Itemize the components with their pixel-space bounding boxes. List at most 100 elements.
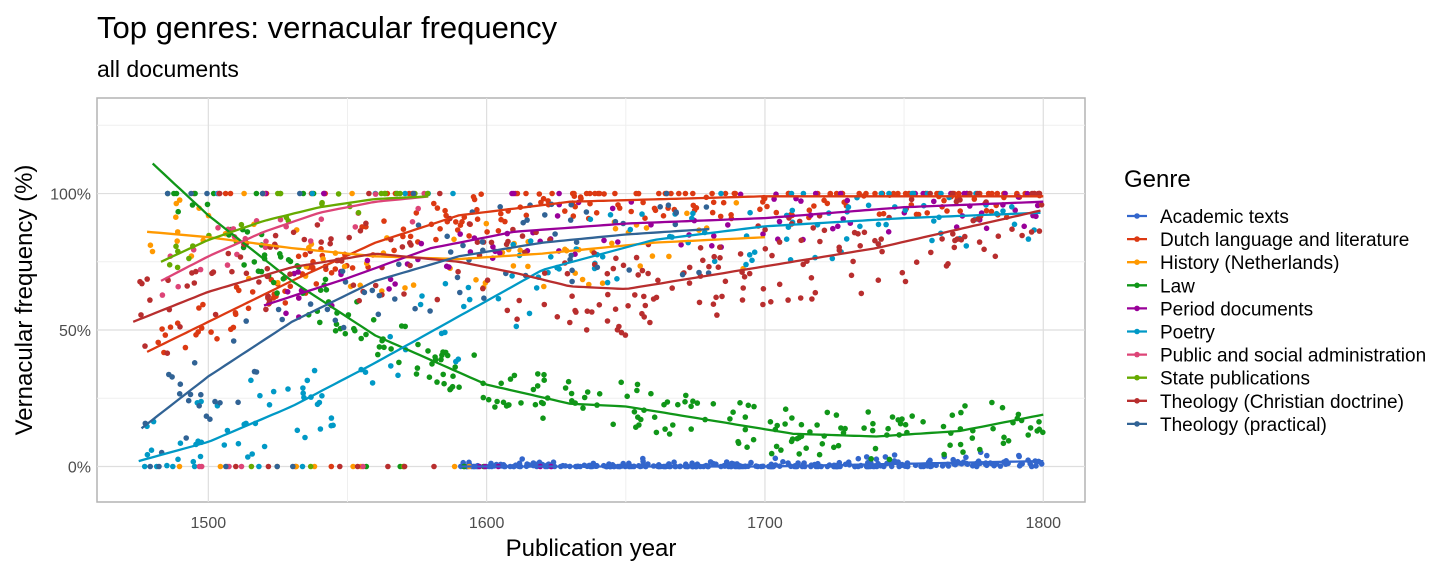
data-point bbox=[596, 302, 603, 308]
data-point bbox=[975, 216, 981, 222]
data-point bbox=[904, 463, 911, 470]
data-point bbox=[742, 426, 749, 433]
data-point bbox=[625, 303, 631, 309]
data-point bbox=[737, 251, 744, 257]
data-point bbox=[540, 400, 546, 407]
data-point bbox=[388, 363, 394, 369]
data-point bbox=[175, 456, 181, 463]
legend-item: Academic texts bbox=[1127, 207, 1289, 228]
data-point bbox=[264, 265, 271, 272]
data-point bbox=[971, 196, 978, 202]
trend-line bbox=[146, 230, 765, 261]
data-point bbox=[318, 239, 325, 245]
data-point bbox=[586, 281, 592, 288]
data-point bbox=[516, 460, 523, 467]
data-point bbox=[335, 191, 342, 197]
data-point bbox=[538, 199, 544, 206]
data-point bbox=[580, 405, 586, 411]
data-point bbox=[618, 379, 624, 386]
data-point bbox=[167, 324, 174, 331]
data-point bbox=[397, 190, 403, 197]
data-point bbox=[955, 190, 962, 197]
data-point bbox=[274, 463, 281, 470]
data-point bbox=[241, 190, 247, 197]
data-point bbox=[653, 429, 660, 436]
data-point bbox=[975, 190, 981, 197]
data-point bbox=[910, 190, 917, 197]
data-point bbox=[221, 442, 228, 448]
data-point bbox=[148, 447, 155, 454]
data-point bbox=[719, 293, 725, 300]
data-point bbox=[762, 226, 768, 233]
data-point bbox=[768, 299, 774, 305]
data-point bbox=[478, 191, 485, 197]
data-point bbox=[878, 190, 885, 197]
data-point bbox=[976, 239, 983, 245]
data-point bbox=[612, 225, 619, 232]
data-point bbox=[457, 289, 463, 296]
data-point bbox=[806, 207, 813, 213]
data-point bbox=[902, 207, 909, 213]
data-point bbox=[730, 409, 736, 416]
data-point bbox=[396, 261, 402, 268]
data-point bbox=[824, 409, 831, 416]
data-point bbox=[593, 210, 600, 216]
data-point bbox=[797, 295, 804, 301]
data-point bbox=[339, 268, 346, 275]
data-point bbox=[1021, 223, 1027, 230]
data-point bbox=[682, 190, 689, 197]
data-point bbox=[567, 319, 573, 326]
legend-key-point bbox=[1134, 305, 1140, 312]
data-point bbox=[438, 356, 444, 363]
data-point bbox=[709, 243, 715, 249]
data-point bbox=[164, 190, 171, 197]
data-point bbox=[191, 360, 198, 366]
data-point bbox=[776, 239, 783, 245]
data-point bbox=[1009, 226, 1015, 232]
data-point bbox=[1029, 190, 1035, 197]
data-point bbox=[272, 232, 279, 239]
data-point bbox=[375, 311, 382, 318]
data-point bbox=[177, 440, 184, 447]
data-point bbox=[257, 392, 263, 399]
data-point bbox=[190, 458, 197, 465]
data-point bbox=[346, 234, 353, 241]
legend-item: Dutch language and literature bbox=[1127, 230, 1409, 251]
data-point bbox=[782, 406, 789, 413]
data-point bbox=[279, 316, 286, 323]
data-point bbox=[402, 190, 408, 197]
data-point bbox=[431, 200, 437, 207]
data-point bbox=[843, 236, 850, 242]
x-tick-label: 1800 bbox=[1025, 515, 1061, 532]
data-point bbox=[604, 270, 611, 277]
data-point bbox=[880, 210, 887, 217]
data-point bbox=[187, 391, 194, 398]
data-point bbox=[568, 201, 574, 208]
data-point bbox=[583, 209, 590, 215]
data-point bbox=[581, 394, 588, 401]
data-point bbox=[454, 274, 461, 281]
data-point bbox=[733, 200, 740, 206]
legend-key-point bbox=[1134, 374, 1140, 381]
data-point bbox=[535, 371, 541, 377]
data-point bbox=[1027, 425, 1034, 431]
data-point bbox=[599, 253, 606, 260]
data-point bbox=[369, 380, 376, 386]
data-point bbox=[494, 398, 500, 405]
chart-subtitle: all documents bbox=[97, 56, 239, 82]
data-point bbox=[415, 341, 421, 348]
data-point bbox=[760, 301, 766, 308]
data-point bbox=[526, 310, 533, 317]
data-point bbox=[1009, 204, 1015, 210]
data-point bbox=[372, 282, 379, 289]
data-point bbox=[381, 218, 387, 224]
legend-label: State publications bbox=[1160, 369, 1310, 390]
data-point bbox=[873, 456, 880, 463]
data-point bbox=[811, 203, 817, 209]
data-point bbox=[952, 237, 958, 244]
data-point bbox=[235, 440, 242, 447]
data-point bbox=[1033, 463, 1039, 469]
data-point bbox=[328, 463, 335, 470]
data-point bbox=[270, 279, 277, 286]
data-point bbox=[742, 414, 749, 420]
